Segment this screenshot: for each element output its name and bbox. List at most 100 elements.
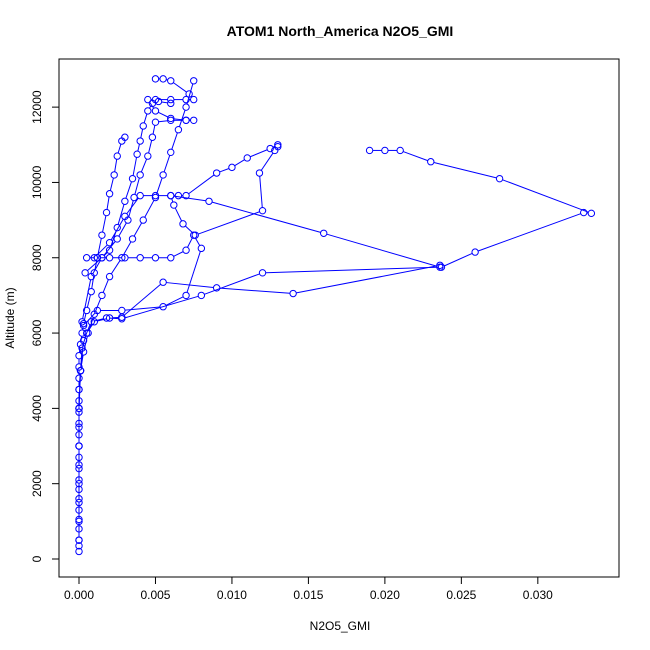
data-point — [105, 246, 114, 254]
data-point — [197, 291, 206, 300]
series-line-segment — [158, 120, 168, 123]
x-tick-label: 0.015 — [293, 588, 323, 602]
data-point — [128, 235, 137, 243]
data-point — [159, 75, 167, 83]
series-line-segment — [110, 230, 117, 248]
series-line-segment — [128, 200, 134, 218]
series-line-segment — [185, 225, 194, 234]
data-point — [75, 461, 83, 469]
series-line-segment — [117, 204, 125, 225]
data-point — [121, 133, 129, 141]
data-point — [174, 191, 183, 200]
series-line-segment — [102, 279, 109, 293]
data-point — [121, 254, 129, 262]
series-line-segment — [219, 287, 290, 294]
data-point — [205, 197, 213, 205]
data-point — [98, 231, 106, 239]
series-line-segment — [265, 266, 437, 274]
data-point — [75, 498, 83, 507]
series-line-segment — [188, 174, 215, 195]
chart-title: ATOM1 North_America N2O5_GMI — [227, 23, 454, 39]
data-point — [90, 254, 98, 262]
data-point — [105, 254, 114, 262]
data-point — [75, 536, 83, 544]
data-point — [159, 171, 167, 179]
series-line-segment — [186, 83, 194, 105]
series-line-segment — [403, 151, 428, 162]
data-point — [495, 174, 504, 183]
data-point — [274, 141, 282, 149]
series-line-segment — [502, 179, 589, 213]
data-point — [436, 261, 444, 269]
data-point — [79, 321, 88, 330]
data-point — [167, 99, 175, 108]
series-line-segment — [92, 260, 101, 275]
series-line-segment — [173, 118, 183, 121]
data-point — [159, 278, 167, 286]
series-line-segment — [173, 251, 184, 257]
x-axis: 0.000 0.005 0.010 0.015 0.020 0.025 0.030 — [64, 577, 553, 602]
data-point — [167, 95, 175, 104]
data-point — [110, 171, 118, 179]
series-line-segment — [161, 101, 168, 104]
series-line-segment — [259, 176, 263, 208]
data-point — [124, 216, 132, 224]
data-point — [82, 254, 91, 262]
series-line-segment — [123, 283, 162, 316]
data-point — [151, 75, 160, 83]
x-axis-label: N2O5_GMI — [310, 619, 371, 633]
series-line-segment — [102, 215, 107, 233]
series-line-segment — [109, 177, 114, 191]
data-point — [75, 404, 83, 413]
data-point — [113, 152, 121, 160]
data-point — [587, 209, 596, 218]
data-point — [258, 269, 267, 277]
series-line-segment — [110, 260, 121, 275]
data-point — [182, 103, 190, 111]
data-point — [136, 191, 144, 200]
y-tick-label: 8000 — [30, 244, 44, 271]
series-line-segment — [140, 158, 148, 173]
data-point — [167, 191, 175, 200]
data-point — [212, 169, 221, 177]
series-line-segment — [114, 159, 118, 172]
series-line-segment — [87, 259, 100, 272]
data-point — [144, 95, 152, 104]
data-point — [182, 95, 190, 104]
x-tick-label: 0.005 — [140, 588, 170, 602]
series-line-segment — [250, 149, 268, 158]
x-tick-label: 0.030 — [523, 588, 553, 602]
series-line-segment — [171, 198, 174, 203]
data-point — [167, 254, 175, 262]
series-line-segment — [85, 312, 96, 324]
data-point — [130, 193, 138, 202]
data-point — [105, 190, 114, 198]
series-line-segment — [163, 155, 171, 173]
plot-box — [58, 58, 620, 578]
series-line-segment — [125, 181, 132, 199]
series-line-segment — [118, 222, 127, 237]
series-line-segment — [219, 168, 230, 173]
data-point — [228, 163, 236, 172]
data-point — [182, 116, 190, 125]
data-point — [118, 313, 126, 321]
y-tick-label: 6000 — [30, 319, 44, 346]
data-point — [159, 303, 167, 311]
series-line-segment — [124, 306, 160, 311]
data-point — [190, 95, 198, 104]
series-line-segment — [97, 238, 102, 255]
y-tick-label: 12000 — [30, 90, 44, 124]
y-tick-label: 0 — [30, 555, 44, 562]
series-line-segment — [174, 207, 183, 222]
data-point — [471, 248, 479, 256]
data-point — [102, 208, 111, 217]
series-line-segment — [326, 233, 438, 267]
series-line-segment — [158, 111, 169, 118]
data-point — [167, 77, 175, 85]
data-point — [75, 547, 83, 556]
data-point — [167, 148, 175, 157]
series-line-segment — [173, 82, 187, 93]
series-line-segment — [194, 237, 201, 246]
series-line-segment — [97, 318, 107, 322]
x-tick-label: 0.025 — [446, 588, 476, 602]
